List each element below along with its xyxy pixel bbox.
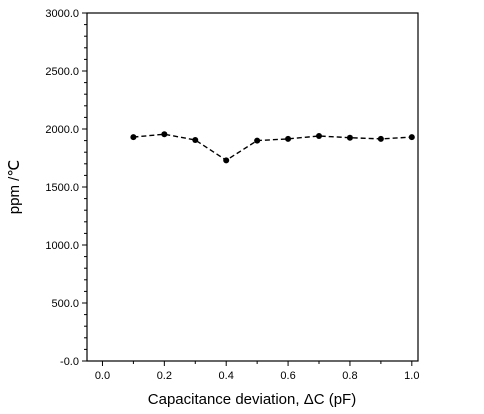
x-tick-label: 0.4 xyxy=(219,370,234,382)
data-point xyxy=(316,132,323,139)
data-point xyxy=(161,131,168,138)
y-tick-label: 2000.0 xyxy=(45,124,79,136)
x-tick-label: 0.2 xyxy=(157,370,172,382)
x-tick-label: 0.6 xyxy=(280,370,295,382)
y-tick-label: 1000.0 xyxy=(45,240,79,252)
y-axis-title: ppm /℃ xyxy=(6,160,23,214)
y-tick-label: 2500.0 xyxy=(45,66,79,78)
data-point xyxy=(346,134,353,141)
data-point xyxy=(408,134,415,141)
y-tick-label: -0.0 xyxy=(60,356,79,368)
x-axis-title: Capacitance deviation, ΔC (pF) xyxy=(148,391,356,408)
data-point xyxy=(377,135,384,142)
data-point xyxy=(223,157,230,164)
series-layer xyxy=(130,131,415,164)
x-axis-ticks: 0.0 0.2 0.4 0.6 0.8 1.0 xyxy=(95,361,419,382)
y-tick-label: 1500.0 xyxy=(45,182,79,194)
data-point xyxy=(192,137,199,144)
series-line xyxy=(133,133,412,162)
y-axis-ticks: -0.0 500.0 1000.0 1500.0 2000.0 2500.0 3000.0 xyxy=(45,8,87,368)
x-tick-label: 0.8 xyxy=(342,370,357,382)
x-tick-label: 0.0 xyxy=(95,370,110,382)
y-tick-label: 3000.0 xyxy=(45,8,79,20)
x-tick-label: 1.0 xyxy=(404,370,419,382)
data-point xyxy=(130,134,137,141)
plot-frame xyxy=(86,12,419,362)
y-tick-label: 500.0 xyxy=(51,298,79,310)
data-point xyxy=(254,137,261,144)
data-point xyxy=(285,135,292,142)
